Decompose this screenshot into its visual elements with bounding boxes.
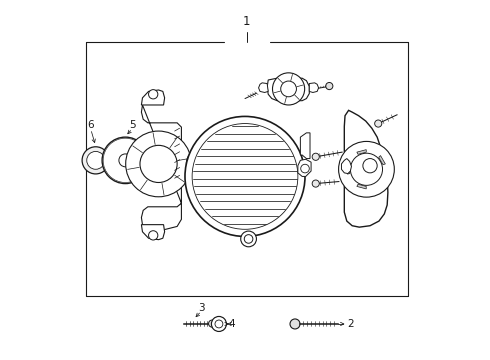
Text: 4: 4 <box>229 319 236 329</box>
Circle shape <box>102 137 148 184</box>
Circle shape <box>119 154 132 167</box>
Polygon shape <box>379 156 385 165</box>
Polygon shape <box>347 165 350 174</box>
Polygon shape <box>142 90 165 105</box>
Polygon shape <box>142 105 181 230</box>
Polygon shape <box>142 225 165 240</box>
Circle shape <box>211 316 226 332</box>
Circle shape <box>140 145 177 183</box>
Circle shape <box>339 141 394 197</box>
Circle shape <box>301 164 309 173</box>
Circle shape <box>148 90 158 99</box>
Circle shape <box>214 153 220 160</box>
Polygon shape <box>300 133 310 158</box>
Text: 2: 2 <box>347 319 353 329</box>
Circle shape <box>215 320 223 328</box>
Text: 5: 5 <box>129 120 136 130</box>
Polygon shape <box>259 83 268 93</box>
Text: 1: 1 <box>243 14 250 27</box>
Polygon shape <box>357 184 366 189</box>
Text: 3: 3 <box>198 302 205 312</box>
Circle shape <box>113 148 138 173</box>
Circle shape <box>87 152 104 169</box>
Text: 6: 6 <box>87 120 94 130</box>
Circle shape <box>363 158 377 173</box>
Polygon shape <box>309 83 318 93</box>
Circle shape <box>312 180 319 187</box>
Polygon shape <box>267 78 309 101</box>
Circle shape <box>326 82 333 90</box>
Circle shape <box>148 231 158 240</box>
Polygon shape <box>298 159 311 176</box>
Circle shape <box>115 150 135 170</box>
Circle shape <box>241 231 256 247</box>
Circle shape <box>110 145 141 176</box>
Polygon shape <box>342 158 351 174</box>
Circle shape <box>312 153 319 160</box>
Circle shape <box>103 138 147 183</box>
Circle shape <box>82 147 109 174</box>
Circle shape <box>126 131 192 197</box>
Circle shape <box>375 120 382 127</box>
Circle shape <box>290 319 300 329</box>
Circle shape <box>192 123 298 229</box>
Ellipse shape <box>186 151 207 177</box>
Polygon shape <box>357 150 366 154</box>
Circle shape <box>185 116 305 237</box>
Circle shape <box>107 142 144 179</box>
Circle shape <box>209 320 216 327</box>
Circle shape <box>281 81 296 97</box>
Ellipse shape <box>190 155 204 173</box>
Circle shape <box>350 153 383 185</box>
Circle shape <box>104 140 146 181</box>
Polygon shape <box>344 111 388 227</box>
Circle shape <box>272 73 305 105</box>
Circle shape <box>245 235 253 243</box>
